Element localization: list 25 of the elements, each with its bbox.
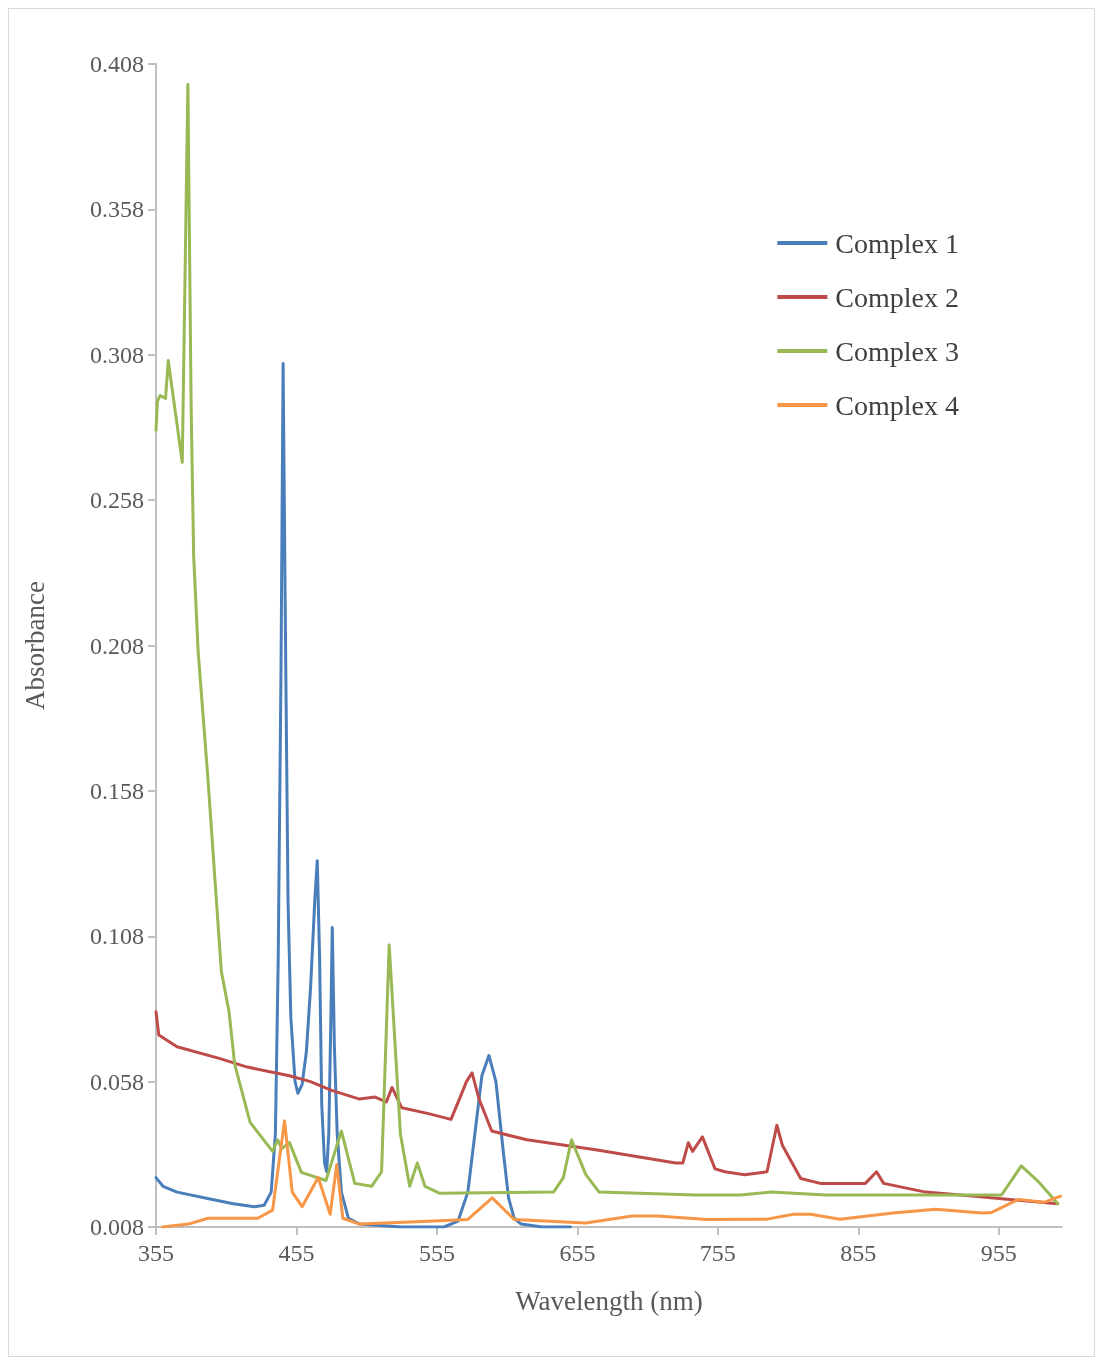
- y-tick-label: 0.408: [90, 51, 144, 77]
- line-series: [154, 361, 572, 1229]
- y-tick-label: 0.058: [90, 1068, 144, 1095]
- x-tick-label: 455: [278, 1240, 315, 1266]
- legend-label: Complex 3: [835, 335, 960, 367]
- x-axis-title: Wavelength (nm): [515, 1285, 703, 1316]
- line-series: [154, 82, 1060, 1206]
- x-tick-label: 555: [418, 1240, 455, 1266]
- legend-label: Complex 2: [835, 281, 960, 313]
- x-tick-label: 355: [138, 1240, 174, 1266]
- y-tick-label: 0.108: [90, 923, 144, 950]
- y-tick-label: 0.258: [90, 487, 144, 514]
- legend-label: Complex 1: [835, 227, 960, 259]
- line-series: [160, 1119, 1063, 1229]
- y-tick-label: 0.208: [90, 632, 144, 659]
- y-tick-label: 0.308: [90, 341, 144, 368]
- x-tick-label: 955: [980, 1240, 1017, 1266]
- x-tick-label: 755: [699, 1240, 736, 1266]
- legend-label: Complex 4: [835, 389, 960, 421]
- y-tick-label: 0.158: [90, 777, 144, 804]
- y-tick-label: 0.358: [90, 196, 144, 223]
- x-tick-label: 655: [559, 1240, 596, 1266]
- y-tick-label: 0.008: [90, 1214, 144, 1240]
- x-tick-label: 855: [840, 1240, 877, 1266]
- y-axis-title: Absorbance: [19, 581, 50, 710]
